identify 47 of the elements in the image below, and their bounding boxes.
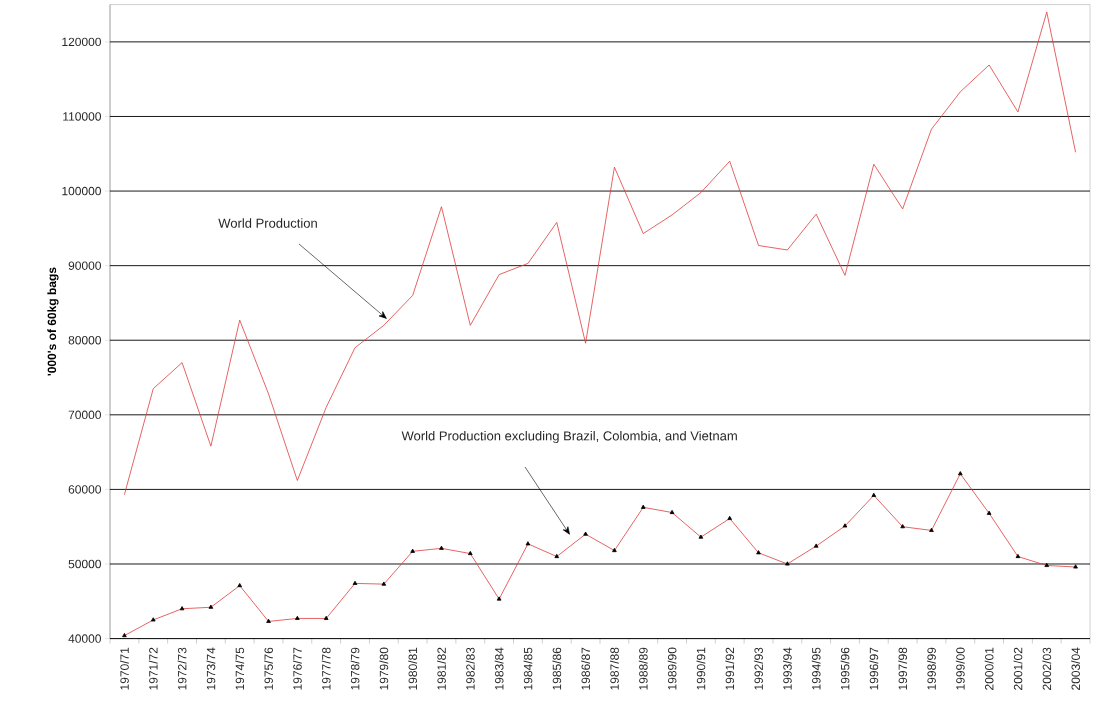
x-tick-label: 1986/87 [581,647,590,690]
x-tick-label: 1989/90 [667,647,677,690]
y-tick-label: 100000 [62,186,101,196]
x-tick-label: 1996/97 [869,647,879,690]
x-tick-label: 1973/74 [206,647,216,690]
annotation: World Production excluding Brazil, Colombia, and Vietnam [401,430,737,444]
x-tick-label: 1978/79 [350,647,360,690]
y-tick-label: 110000 [63,112,101,121]
x-tick-label: 1970/71 [120,647,129,690]
y-tick-label: 60000 [68,485,101,494]
x-tick-label: 2002/03 [1042,647,1052,690]
x-tick-label: 1980/81 [408,647,418,690]
y-tick-label: 40000 [68,634,101,643]
y-axis-title: '000's of 60kg bags [47,267,59,376]
x-tick-label: 2000/01 [984,647,994,690]
x-tick-label: 1988/89 [638,647,648,690]
x-tick-label: 1984/85 [523,647,533,690]
x-tick-label: 1993/94 [782,647,792,690]
x-tick-label: 2001/02 [1013,647,1023,690]
x-tick-label: 2003/04 [1071,647,1080,690]
x-tick-label: 1971/72 [148,647,158,690]
y-tick-label: 70000 [68,410,101,420]
x-tick-label: 1982/83 [465,647,475,690]
line-series [124,11,1076,496]
x-tick-label: 1979/80 [379,647,389,690]
x-tick-label: 1977/78 [321,647,331,690]
x-tick-label: 1998/99 [927,647,936,690]
x-tick-label: 1975/76 [264,647,273,690]
x-tick-label: 1985/86 [552,647,562,690]
y-tick-label: 50000 [68,559,101,569]
x-tick-label: 1983/84 [494,647,504,690]
x-tick-label: 1990/91 [696,647,706,690]
y-tick-label: 120000 [62,37,101,47]
x-tick-label: 1994/95 [811,647,821,690]
x-tick-label: 1991/92 [725,647,735,690]
x-tick-label: 1981/82 [437,647,446,690]
x-tick-label: 1992/93 [754,647,763,690]
annotation: World Production [218,218,317,228]
x-tick-label: 1976/77 [292,647,302,690]
x-tick-label: 1997/98 [898,647,908,690]
y-tick-label: 80000 [68,335,101,345]
x-tick-label: 1999/00 [955,647,965,690]
y-tick-label: 90000 [68,261,101,270]
x-tick-label: 1974/75 [235,647,245,690]
x-tick-label: 1972/73 [177,647,187,690]
x-tick-label: 1995/96 [840,647,850,690]
x-tick-label: 1987/88 [610,647,619,690]
